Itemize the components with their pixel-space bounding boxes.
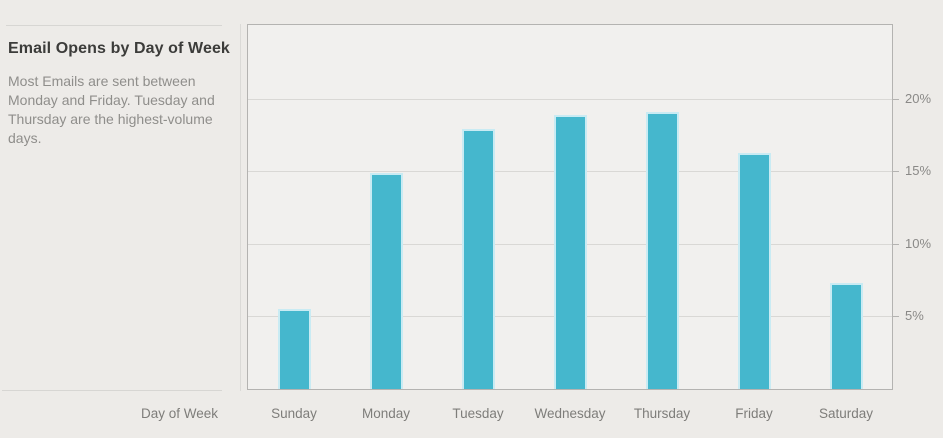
x-axis-label-sunday: Sunday: [271, 406, 317, 421]
y-axis-tick-5%: [893, 316, 899, 318]
y-axis-tick-label-10%: 10%: [905, 235, 932, 251]
x-axis-label-thursday: Thursday: [633, 406, 691, 421]
y-axis-tick-label-20%: 20%: [905, 90, 932, 106]
x-axis-label-tuesday: Tuesday: [452, 406, 504, 421]
bar-sunday[interactable]: [277, 309, 311, 389]
bar-friday[interactable]: [737, 153, 771, 389]
x-axis-title: Day of Week: [140, 406, 218, 421]
chart-description: Most Emails are sent between Monday and …: [8, 73, 215, 146]
x-axis-label-monday: Monday: [361, 406, 411, 421]
y-axis-tick-10%: [893, 243, 899, 245]
sidebar-bottom-divider: [2, 390, 222, 391]
y-axis-tick-20%: [893, 98, 899, 100]
bar-thursday[interactable]: [645, 112, 679, 389]
sidebar-top-divider: [6, 25, 222, 26]
x-axis-label-saturday: Saturday: [818, 406, 874, 421]
bar-chart-plot-area: [247, 24, 893, 390]
bar-wednesday[interactable]: [553, 115, 587, 389]
panel-divider: [240, 24, 241, 391]
x-axis-label-wednesday: Wednesday: [534, 406, 606, 421]
gridline-20%: [248, 98, 892, 100]
bar-monday[interactable]: [369, 173, 403, 389]
page-title: Email Opens by Day of Week: [8, 40, 230, 57]
x-axis-label-friday: Friday: [735, 406, 773, 421]
y-axis-tick-label-5%: 5%: [905, 308, 924, 324]
bar-tuesday[interactable]: [461, 129, 495, 389]
y-axis-tick-label-15%: 15%: [905, 163, 932, 179]
bar-saturday[interactable]: [829, 283, 863, 389]
y-axis-tick-15%: [893, 171, 899, 173]
